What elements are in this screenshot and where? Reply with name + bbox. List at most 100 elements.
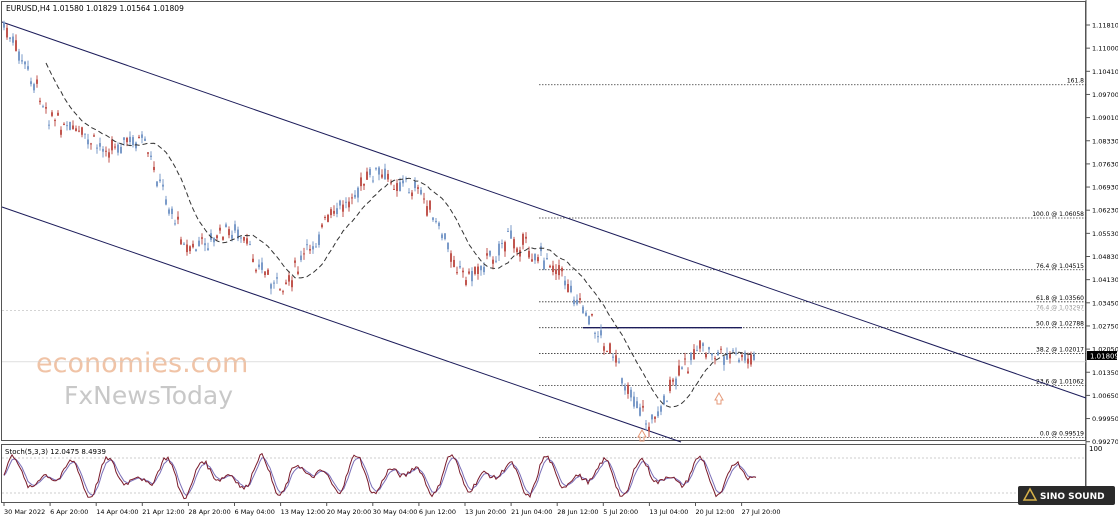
candle-body: [24, 61, 26, 65]
candle-body: [429, 200, 431, 210]
candle-body: [39, 100, 41, 103]
candle-body: [303, 253, 305, 255]
candle-body: [207, 248, 209, 251]
candle-body: [183, 243, 185, 245]
candle-body: [390, 182, 392, 184]
time-axis: 30 Mar 2022 6 Apr 20:00 14 Apr 04:00 21 Apr…: [3, 503, 781, 516]
time-tick-label: 20 Jul 12:00: [696, 508, 735, 516]
candle-body: [309, 248, 311, 251]
candle-body: [513, 239, 515, 249]
candle-body: [687, 371, 689, 374]
candle-body: [6, 27, 8, 38]
candle-body: [300, 255, 302, 261]
time-tick-label: 20 May 20:00: [327, 508, 372, 516]
candle-body: [285, 282, 287, 285]
candle-body: [585, 312, 587, 316]
candle-body: [537, 257, 539, 262]
logo-text: SINO SOUND: [1040, 492, 1105, 502]
candle-body: [342, 204, 344, 212]
candle-body: [201, 237, 203, 239]
candle-body: [528, 251, 530, 258]
candle-body: [648, 426, 650, 432]
candle-body: [684, 358, 686, 360]
candle-body: [411, 192, 413, 197]
candle-body: [141, 134, 143, 138]
candle-body: [630, 389, 632, 398]
price-tick-label: 1.04130: [1092, 276, 1118, 284]
candle-body: [279, 289, 281, 291]
candle-body: [84, 133, 86, 135]
candle-body: [180, 239, 182, 245]
candle-body: [252, 258, 254, 262]
candle-body: [702, 343, 704, 346]
candle-body: [681, 367, 683, 369]
candle-body: [651, 414, 653, 420]
candle-body: [225, 224, 227, 228]
candle-body: [240, 237, 242, 239]
candle-body: [255, 269, 257, 272]
candle-body: [324, 216, 326, 218]
candle-body: [120, 146, 122, 153]
candle-body: [291, 280, 293, 288]
stoch-label: Stoch(5,3,3) 12.0475 8.4939: [5, 448, 106, 456]
candle-body: [195, 249, 197, 252]
candle-body: [45, 106, 47, 109]
candle-body: [360, 177, 362, 187]
candle-body: [306, 244, 308, 246]
candle-body: [9, 37, 11, 39]
fib-level-label: 38.2 @ 1.02017: [1036, 347, 1084, 354]
candle-body: [282, 291, 284, 293]
candle-body: [705, 353, 707, 358]
candle-body: [750, 354, 752, 365]
candle-body: [276, 277, 278, 279]
candle-body: [720, 348, 722, 350]
candle-body: [333, 210, 335, 214]
candle-body: [741, 354, 743, 358]
candle-body: [579, 298, 581, 301]
candle-body: [498, 243, 500, 256]
candle-body: [546, 258, 548, 260]
candle-body: [363, 183, 365, 186]
candle-body: [354, 194, 356, 198]
candle-body: [438, 222, 440, 227]
candle-body: [330, 209, 332, 216]
candle-body: [27, 66, 29, 70]
candle-body: [471, 271, 473, 282]
trend-channel: [1, 21, 1087, 443]
candle-body: [441, 234, 443, 239]
candle-body: [75, 128, 77, 132]
channel-lower-line: [1, 206, 682, 443]
candle-body: [150, 155, 152, 158]
candle-body: [270, 284, 272, 289]
candle-body: [198, 240, 200, 247]
candle-body: [168, 209, 170, 214]
fib-level-label: 161.8: [1067, 78, 1084, 85]
candle-body: [288, 275, 290, 282]
candle-body: [660, 406, 662, 412]
time-tick-label: 13 Jun 20:00: [465, 508, 506, 516]
price-tick-label: 1.02050: [1092, 346, 1118, 354]
candle-body: [570, 285, 572, 293]
candle-body: [33, 84, 35, 91]
candle-body: [90, 143, 92, 145]
candle-body: [414, 181, 416, 189]
time-tick-label: 28 Apr 20:00: [188, 508, 230, 516]
candle-body: [243, 237, 245, 241]
candle-body: [594, 332, 596, 334]
candle-body: [510, 230, 512, 239]
candle-body: [135, 142, 137, 149]
candle-body: [507, 231, 509, 233]
candle-body: [21, 60, 23, 62]
candle-body: [384, 168, 386, 180]
price-tick-label: 1.03450: [1092, 299, 1118, 307]
candle-body: [600, 330, 602, 336]
candle-body: [525, 236, 527, 239]
candle-body: [18, 51, 20, 61]
candle-body: [663, 395, 665, 405]
candle-body: [315, 246, 317, 248]
time-tick-label: 6 Apr 20:00: [50, 508, 88, 516]
candle-body: [345, 201, 347, 203]
price-tick-label: 1.05530: [1092, 230, 1118, 238]
candle-body: [96, 147, 98, 149]
